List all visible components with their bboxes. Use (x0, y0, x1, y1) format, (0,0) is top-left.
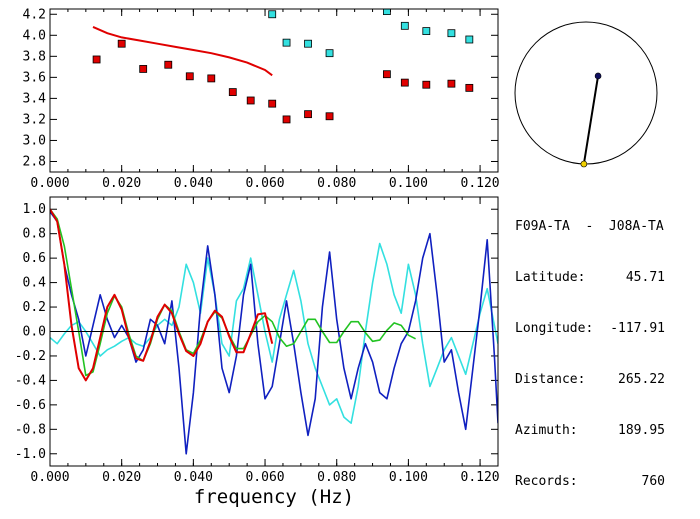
top-ytick-label: 4.0 (23, 28, 46, 43)
path-line (582, 75, 600, 165)
bottom-xtick-label: 0.060 (245, 470, 284, 485)
top-cyan-marker (325, 49, 334, 58)
bottom-series-cyan-line (50, 242, 498, 425)
top-red-marker (465, 83, 474, 92)
bottom-series-green-line (50, 208, 416, 377)
top-scatter-chart: 0.000 0.020 0.040 0.060 0.080 0.100 0.120 2.8 3.… (23, 7, 500, 191)
bottom-ytick-label: -0.6 (15, 398, 46, 413)
bottom-ytick-label: 0.6 (23, 251, 46, 266)
top-xtick-label: 0.040 (174, 176, 213, 191)
azimuth-value: 189.95 (618, 423, 665, 438)
distance-label: Distance: (515, 372, 586, 387)
top-red-marker (282, 115, 291, 124)
longitude-value: -117.91 (610, 321, 665, 336)
top-red-marker (117, 39, 126, 48)
bottom-series-red-line (50, 208, 274, 382)
top-ytick-label: 3.4 (23, 91, 47, 106)
azimuth-label: Azimuth: (515, 423, 578, 438)
top-red-marker (139, 65, 148, 73)
info-row-azimuth: Azimuth: 189.95 (515, 422, 665, 439)
bottom-xtick-label: 0.120 (461, 470, 500, 485)
bottom-xtick-label: 0.000 (30, 470, 69, 485)
top-ytick-label: 3.2 (23, 112, 46, 127)
top-plot-frame (49, 8, 499, 173)
top-cyan-marker (422, 27, 431, 35)
top-data (92, 9, 474, 124)
top-ytick-label: 3.8 (23, 49, 46, 64)
top-cyan-marker (268, 10, 277, 19)
x-axis-label: frequency (Hz) (194, 486, 354, 508)
station-marker (594, 72, 602, 80)
info-row-latitude: Latitude: 45.71 (515, 269, 665, 286)
latitude-value: 45.71 (625, 270, 665, 285)
station-info: F09A-TA - J08A-TA Latitude: 45.71 Longitu… (515, 184, 665, 507)
top-red-marker (92, 55, 101, 64)
latitude-label: Latitude: (515, 270, 586, 285)
bottom-xtick-label: 0.020 (102, 470, 141, 485)
info-row-longitude: Longitude: -117.91 (515, 320, 665, 337)
top-red-marker (400, 78, 409, 87)
bottom-ytick-label: 0.2 (23, 300, 46, 315)
top-red-marker (268, 99, 277, 108)
records-value: 760 (641, 474, 665, 489)
top-red-marker (325, 112, 334, 121)
bottom-line-chart: 0.000 0.020 0.040 0.060 0.080 0.100 0.120 -1.0 -… (15, 196, 500, 485)
bottom-ytick-label: 0.0 (23, 325, 46, 340)
top-xtick-label: 0.080 (317, 176, 356, 191)
top-xtick-label: 0.120 (461, 176, 500, 191)
top-xtick-label: 0.060 (245, 176, 284, 191)
top-red-marker (185, 72, 194, 81)
bottom-ytick-label: -0.4 (15, 373, 46, 388)
bottom-ytick-label: 1.0 (23, 202, 46, 217)
bottom-xtick-label: 0.100 (389, 470, 428, 485)
top-red-marker (164, 60, 173, 69)
bottom-ytick-label: -0.2 (15, 349, 46, 364)
bottom-ytick-label: 0.4 (23, 276, 47, 291)
info-row-records: Records: 760 (515, 473, 665, 490)
top-red-marker (207, 74, 216, 83)
top-xtick-label: 0.100 (389, 176, 428, 191)
top-cyan-marker (304, 39, 312, 48)
top-cyan-marker (400, 21, 409, 30)
top-series-red-line (92, 25, 273, 77)
top-red-marker (246, 96, 255, 105)
top-red-marker (422, 80, 431, 89)
top-cyan-marker (447, 29, 456, 38)
top-red-marker (447, 79, 456, 88)
top-ytick-label: 4.2 (23, 7, 46, 22)
info-row-distance: Distance: 265.22 (515, 371, 665, 388)
top-red-marker (228, 88, 237, 96)
bottom-plot-frame (49, 196, 499, 467)
bottom-xtick-label: 0.040 (174, 470, 213, 485)
distance-value: 265.22 (618, 372, 665, 387)
azimuth-circle (514, 21, 658, 168)
records-label: Records: (515, 474, 578, 489)
top-cyan-marker (282, 38, 291, 47)
station-pair-title: F09A-TA - J08A-TA (515, 219, 664, 234)
top-cyan-marker (465, 35, 474, 44)
top-ytick-label: 3.6 (23, 70, 46, 85)
bottom-ytick-label: 0.8 (23, 227, 46, 242)
top-xtick-label: 0.000 (30, 176, 69, 191)
longitude-label: Longitude: (515, 321, 594, 336)
circle-outline (514, 21, 658, 165)
top-ytick-label: 3.0 (23, 133, 46, 148)
bottom-series-blue-line (50, 211, 498, 455)
top-ytick-label: 2.8 (23, 154, 46, 169)
top-red-marker (304, 110, 312, 119)
bottom-xtick-label: 0.080 (317, 470, 356, 485)
bottom-ytick-label: -1.0 (15, 447, 46, 462)
top-cyan-marker (382, 9, 391, 16)
bottom-ytick-label: -0.8 (15, 422, 46, 437)
source-marker (580, 160, 588, 168)
top-red-marker (382, 70, 391, 79)
top-xtick-label: 0.020 (102, 176, 141, 191)
